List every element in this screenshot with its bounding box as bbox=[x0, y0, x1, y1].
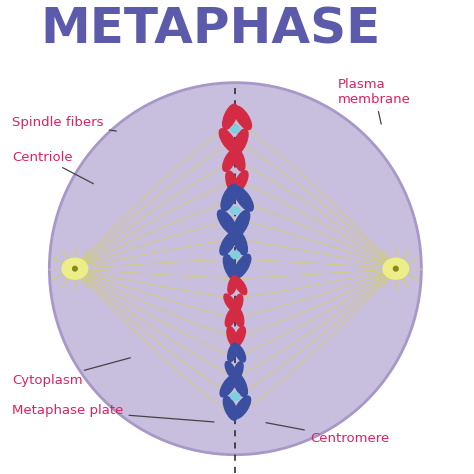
Ellipse shape bbox=[233, 229, 247, 255]
Text: METAPHASE: METAPHASE bbox=[40, 5, 380, 53]
Ellipse shape bbox=[73, 266, 77, 271]
Ellipse shape bbox=[225, 362, 237, 379]
Ellipse shape bbox=[233, 148, 245, 171]
Ellipse shape bbox=[218, 210, 237, 235]
Ellipse shape bbox=[228, 275, 237, 294]
Ellipse shape bbox=[233, 210, 250, 237]
Ellipse shape bbox=[224, 294, 237, 311]
Ellipse shape bbox=[223, 396, 237, 420]
Ellipse shape bbox=[62, 258, 88, 279]
Ellipse shape bbox=[225, 307, 237, 327]
Ellipse shape bbox=[220, 231, 237, 255]
Ellipse shape bbox=[223, 149, 237, 171]
Ellipse shape bbox=[223, 255, 237, 280]
Text: Cytoplasm: Cytoplasm bbox=[12, 358, 130, 387]
Ellipse shape bbox=[221, 184, 237, 211]
Ellipse shape bbox=[231, 393, 240, 401]
Ellipse shape bbox=[231, 126, 240, 133]
Ellipse shape bbox=[219, 129, 237, 152]
Ellipse shape bbox=[234, 396, 251, 419]
Text: Metaphase plate: Metaphase plate bbox=[12, 404, 214, 422]
Text: Spindle fibers: Spindle fibers bbox=[12, 116, 116, 131]
Ellipse shape bbox=[227, 327, 237, 347]
Ellipse shape bbox=[233, 373, 247, 397]
Ellipse shape bbox=[233, 306, 244, 327]
Ellipse shape bbox=[231, 251, 240, 258]
Ellipse shape bbox=[234, 255, 251, 278]
Ellipse shape bbox=[234, 171, 248, 193]
Ellipse shape bbox=[228, 343, 237, 362]
Ellipse shape bbox=[234, 186, 253, 211]
Ellipse shape bbox=[234, 344, 246, 362]
Ellipse shape bbox=[233, 129, 248, 154]
Ellipse shape bbox=[233, 362, 243, 381]
Ellipse shape bbox=[383, 258, 409, 279]
Ellipse shape bbox=[226, 171, 238, 194]
Ellipse shape bbox=[234, 106, 251, 129]
Ellipse shape bbox=[49, 82, 421, 455]
Text: Plasma
membrane: Plasma membrane bbox=[337, 78, 410, 124]
Ellipse shape bbox=[393, 266, 398, 271]
Ellipse shape bbox=[220, 375, 237, 397]
Ellipse shape bbox=[223, 104, 237, 129]
Ellipse shape bbox=[231, 207, 240, 214]
Ellipse shape bbox=[234, 327, 246, 346]
Text: Centromere: Centromere bbox=[266, 423, 389, 445]
Text: Centriole: Centriole bbox=[12, 151, 93, 184]
Ellipse shape bbox=[233, 294, 243, 313]
Ellipse shape bbox=[234, 277, 247, 294]
